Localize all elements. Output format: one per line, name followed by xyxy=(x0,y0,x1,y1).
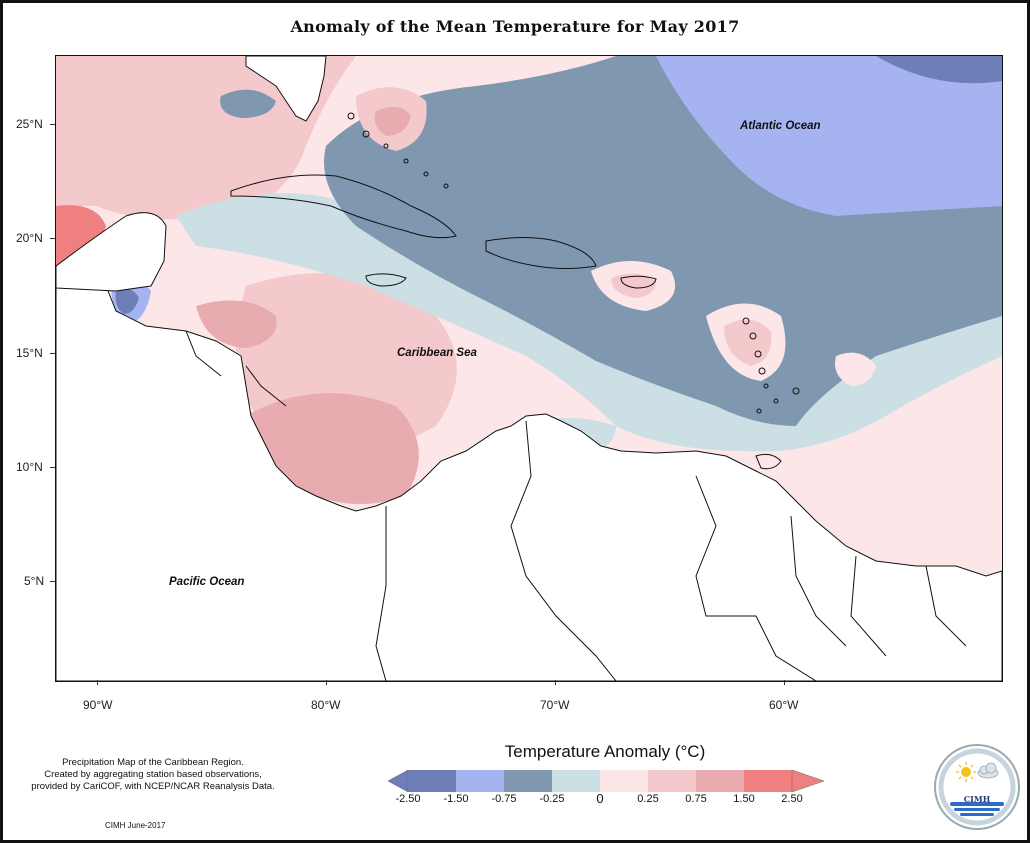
lat-tick-25n: 25°N xyxy=(16,117,43,131)
lon-tickmark xyxy=(97,680,98,685)
lon-tickmark xyxy=(326,680,327,685)
legend-bin xyxy=(696,770,744,792)
legend-label: 0.25 xyxy=(637,793,659,805)
anomaly-field-warm-spot-east xyxy=(835,352,876,386)
legend-bin xyxy=(744,770,792,792)
map-caption: Precipitation Map of the Caribbean Regio… xyxy=(8,757,298,793)
anomaly-field-negative-atlantic xyxy=(656,56,1002,216)
lat-tickmark xyxy=(50,581,55,582)
lat-tick-15n: 15°N xyxy=(16,346,43,360)
lat-tickmark xyxy=(50,238,55,239)
anomaly-field-moderate-positive-south xyxy=(244,393,419,504)
lat-tickmark xyxy=(50,467,55,468)
land-lesser-antilles xyxy=(742,317,800,414)
map-title: Anomaly of the Mean Temperature for May … xyxy=(290,17,740,36)
logo-text: CIMH xyxy=(963,794,991,804)
land-cuba xyxy=(230,174,457,239)
caption-line: Precipitation Map of the Caribbean Regio… xyxy=(62,757,244,768)
legend-label: 0.75 xyxy=(685,793,707,805)
lon-tickmark xyxy=(784,680,785,685)
legend-bin xyxy=(648,770,696,792)
legend-bin xyxy=(600,770,648,792)
legend-label: -0.75 xyxy=(491,793,517,805)
legend-colorbar xyxy=(387,769,825,793)
land-jamaica xyxy=(365,273,407,287)
credit-text: CIMH June-2017 xyxy=(105,821,166,830)
cimh-logo: CIMH xyxy=(934,744,1020,830)
anomaly-field-moderate-negative-bahamas xyxy=(220,89,276,118)
caption-line: Created by aggregating station based obs… xyxy=(44,769,262,780)
lon-tick-80w: 80°W xyxy=(311,698,341,712)
caribbean-sea-label: Caribbean Sea xyxy=(397,347,477,359)
legend-label: 1.50 xyxy=(733,793,755,805)
anomaly-field-strong-negative-ne xyxy=(876,56,1002,84)
anomaly-field-positive-nw xyxy=(56,56,356,220)
anomaly-field-positive-antilles xyxy=(724,319,772,366)
lon-tick-60w: 60°W xyxy=(769,698,799,712)
atlantic-ocean-label: Atlantic Ocean xyxy=(740,120,821,132)
legend-title: Temperature Anomaly (°C) xyxy=(504,742,706,761)
lon-tickmark xyxy=(555,680,556,685)
land-yucatan xyxy=(56,212,167,292)
anomaly-field-moderate-positive-bahamas xyxy=(374,107,411,136)
lat-tick-5n: 5°N xyxy=(24,574,45,588)
legend-label: 0 xyxy=(596,791,604,806)
sun-icon xyxy=(956,762,976,782)
legend-label: -2.50 xyxy=(395,793,421,805)
land-florida xyxy=(245,56,327,122)
lon-tick-90w: 90°W xyxy=(83,698,113,712)
cloud-icon xyxy=(977,762,999,779)
anomaly-field-strong-negative-belize xyxy=(115,288,139,314)
legend-label: 2.50 xyxy=(781,793,803,805)
legend-arrow-left xyxy=(387,769,409,793)
map-panel: Atlantic Ocean Caribbean Sea Pacific Oce… xyxy=(55,55,1003,682)
caption-line: provided by CariCOF, with NCEP/NCAR Rean… xyxy=(31,781,275,792)
pacific-ocean-label: Pacific Ocean xyxy=(169,576,245,588)
legend-bin xyxy=(552,770,600,792)
land-borders xyxy=(185,330,967,681)
legend-bin xyxy=(504,770,552,792)
land-trinidad xyxy=(755,453,782,470)
lat-tick-20n: 20°N xyxy=(16,231,43,245)
legend-bin xyxy=(408,770,456,792)
lat-tickmark xyxy=(50,353,55,354)
land-central-south-america xyxy=(56,285,1002,681)
lon-tick-70w: 70°W xyxy=(540,698,570,712)
lat-tick-10n: 10°N xyxy=(16,460,43,474)
land-puerto-rico xyxy=(620,275,657,289)
anomaly-map xyxy=(56,56,1002,681)
cimh-logo-graphic xyxy=(938,748,1016,826)
land-hispaniola xyxy=(485,237,597,269)
legend-arrow-right xyxy=(791,769,825,793)
anomaly-field-moderate-positive-west xyxy=(196,300,277,348)
anomaly-field-positive-puerto-rico xyxy=(611,273,656,298)
legend-label: -0.25 xyxy=(539,793,565,805)
waves-icon xyxy=(950,802,1004,816)
lat-tickmark xyxy=(50,124,55,125)
legend-bin xyxy=(456,770,504,792)
land-bahamas xyxy=(347,112,449,189)
anomaly-field-strong-positive-yucatan xyxy=(56,205,106,266)
legend-label: -1.50 xyxy=(443,793,469,805)
